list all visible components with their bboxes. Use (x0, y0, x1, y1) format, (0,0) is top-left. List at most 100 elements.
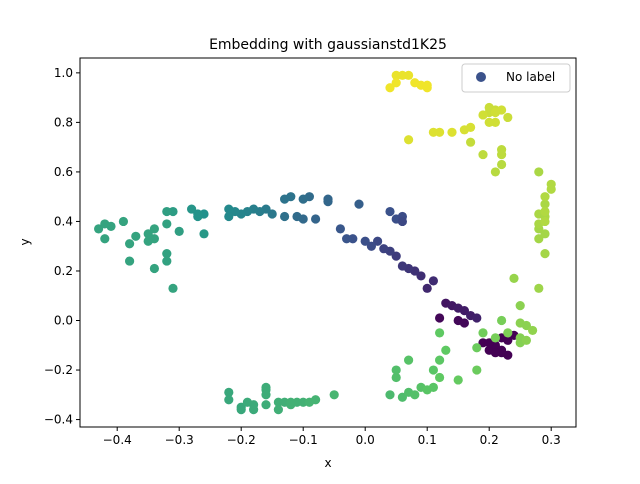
data-point (435, 313, 445, 323)
data-point (360, 236, 370, 246)
data-point (261, 382, 271, 392)
y-axis: −0.4 −0.2 0.0 0.2 0.4 0.6 0.8 1.0 (44, 66, 80, 427)
data-point (540, 229, 550, 239)
data-point (540, 216, 550, 227)
data-point (311, 214, 321, 224)
data-point (466, 137, 476, 147)
data-point (472, 343, 482, 353)
y-tick-label: −0.2 (44, 363, 73, 377)
y-tick-label: 1.0 (54, 66, 73, 80)
data-point (118, 216, 128, 227)
data-point (404, 70, 414, 80)
data-point (428, 276, 438, 286)
data-point (273, 405, 283, 415)
y-tick-label: 0.2 (54, 264, 73, 278)
chart-title: Embedding with gaussianstd1K25 (209, 37, 447, 53)
data-point (521, 335, 532, 345)
y-tick-label: 0.6 (54, 165, 73, 179)
data-point (125, 256, 135, 266)
data-point (261, 390, 271, 400)
data-point (521, 320, 532, 331)
data-point (453, 375, 463, 385)
plot-frame (79, 57, 577, 428)
data-point (385, 83, 395, 93)
data-point (397, 261, 407, 271)
data-point (199, 229, 209, 239)
data-point (528, 325, 538, 336)
data-point (404, 355, 414, 365)
data-point (435, 372, 445, 383)
data-point (391, 365, 401, 375)
data-point (224, 211, 234, 222)
data-point (149, 263, 159, 274)
data-point (280, 211, 290, 222)
data-point (162, 249, 172, 259)
data-point (143, 236, 153, 246)
y-tick-label: 0.0 (54, 314, 73, 328)
x-tick-label: −0.2 (227, 433, 256, 447)
data-point (484, 102, 494, 113)
data-point (534, 167, 544, 177)
data-point (143, 229, 153, 239)
data-point (497, 159, 507, 170)
data-point (329, 390, 339, 400)
data-point (100, 219, 110, 229)
data-point (410, 390, 420, 400)
data-point (497, 145, 507, 155)
data-point (267, 209, 277, 219)
data-point (459, 318, 469, 328)
data-point (534, 234, 544, 244)
data-point (292, 211, 302, 222)
data-point (162, 219, 172, 229)
data-point (503, 328, 513, 338)
data-point (335, 224, 345, 234)
data-point (484, 338, 494, 348)
x-axis: −0.4 −0.3 −0.2 −0.1 0.0 0.1 0.2 0.3 (103, 427, 561, 447)
data-point (342, 234, 352, 244)
data-point (540, 249, 550, 259)
data-point (193, 209, 203, 219)
data-point (459, 125, 469, 135)
x-tick-label: 0.1 (418, 433, 437, 447)
data-point (540, 192, 550, 202)
data-point (509, 273, 519, 284)
data-point (311, 395, 321, 405)
data-point (224, 204, 234, 214)
data-point (236, 405, 246, 415)
data-point (490, 167, 500, 177)
x-tick-label: −0.1 (289, 433, 318, 447)
data-point (354, 199, 364, 209)
data-point (490, 348, 500, 358)
legend: No label (461, 63, 571, 93)
data-point (503, 112, 513, 123)
data-point (472, 365, 482, 375)
data-point (478, 149, 488, 160)
x-tick-label: 0.2 (480, 433, 499, 447)
data-point (459, 306, 469, 316)
legend-label: No label (506, 70, 555, 84)
data-point (484, 117, 494, 127)
data-point (224, 387, 234, 397)
legend-box (461, 63, 571, 93)
x-tick-label: 0.0 (356, 433, 375, 447)
data-point (472, 313, 482, 323)
data-point (162, 206, 172, 217)
data-point (261, 400, 271, 410)
data-point (435, 355, 445, 365)
data-point (515, 301, 525, 311)
data-point (149, 224, 159, 234)
data-point (391, 78, 401, 88)
data-point (478, 110, 488, 120)
data-point (280, 194, 290, 204)
data-point (428, 127, 438, 137)
data-point (379, 244, 389, 254)
data-point (168, 283, 178, 293)
data-point (224, 395, 234, 405)
data-point (187, 204, 197, 214)
data-point (490, 333, 500, 343)
data-point (447, 127, 457, 137)
data-point (385, 390, 395, 400)
y-tick-label: 0.8 (54, 115, 73, 129)
data-point (497, 105, 507, 115)
